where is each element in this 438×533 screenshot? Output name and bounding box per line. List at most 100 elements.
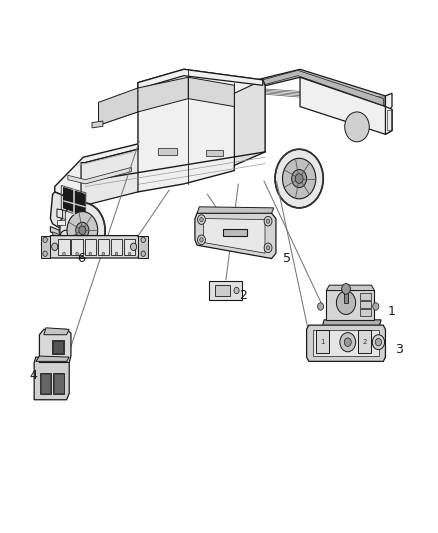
Circle shape: [79, 226, 86, 235]
Polygon shape: [307, 325, 385, 361]
Bar: [98, 239, 109, 255]
Circle shape: [318, 303, 324, 310]
Bar: [53, 373, 64, 394]
Circle shape: [76, 252, 78, 255]
Circle shape: [375, 338, 381, 346]
Polygon shape: [322, 320, 381, 328]
Bar: [52, 340, 64, 354]
Circle shape: [200, 217, 203, 222]
Polygon shape: [281, 160, 316, 195]
Circle shape: [234, 287, 239, 294]
Polygon shape: [326, 285, 374, 290]
Circle shape: [373, 303, 379, 310]
Polygon shape: [64, 188, 85, 216]
Polygon shape: [39, 329, 71, 362]
Circle shape: [264, 243, 272, 253]
Polygon shape: [215, 285, 230, 296]
Polygon shape: [64, 205, 101, 251]
Polygon shape: [55, 144, 138, 205]
Polygon shape: [92, 121, 103, 128]
Circle shape: [336, 291, 356, 314]
Polygon shape: [138, 69, 263, 89]
Polygon shape: [53, 232, 87, 248]
Bar: [316, 330, 329, 353]
Circle shape: [200, 238, 203, 242]
Polygon shape: [34, 357, 69, 400]
Polygon shape: [234, 80, 265, 165]
Text: 6: 6: [77, 252, 85, 265]
Circle shape: [342, 284, 350, 294]
Polygon shape: [188, 77, 234, 107]
Polygon shape: [50, 227, 88, 248]
Polygon shape: [48, 236, 141, 258]
Text: 1: 1: [388, 305, 396, 318]
Polygon shape: [85, 69, 265, 192]
Bar: [54, 374, 64, 393]
Bar: [57, 220, 65, 225]
Bar: [360, 309, 371, 316]
Polygon shape: [41, 236, 50, 258]
Bar: [360, 301, 371, 308]
Polygon shape: [99, 88, 138, 125]
Text: 1: 1: [321, 338, 325, 345]
Polygon shape: [300, 77, 392, 134]
Polygon shape: [44, 328, 69, 335]
Circle shape: [295, 174, 303, 183]
Circle shape: [345, 112, 369, 142]
Polygon shape: [50, 192, 85, 237]
Bar: [360, 293, 371, 300]
Polygon shape: [57, 209, 63, 219]
Polygon shape: [234, 69, 385, 107]
Circle shape: [128, 252, 131, 255]
Bar: [206, 150, 223, 156]
Bar: [85, 239, 96, 255]
Bar: [223, 229, 247, 236]
Text: 2: 2: [239, 289, 247, 302]
Polygon shape: [239, 70, 383, 106]
Polygon shape: [195, 213, 276, 259]
Circle shape: [52, 243, 58, 251]
Circle shape: [283, 158, 316, 199]
Polygon shape: [68, 167, 131, 184]
Bar: [124, 239, 135, 255]
Bar: [344, 289, 348, 303]
Polygon shape: [313, 330, 379, 356]
Text: 3: 3: [395, 343, 403, 356]
Circle shape: [275, 149, 323, 208]
Text: 4: 4: [29, 369, 37, 382]
Text: 5: 5: [283, 252, 291, 265]
Polygon shape: [197, 207, 274, 213]
Circle shape: [60, 203, 105, 258]
Bar: [387, 110, 391, 130]
Bar: [158, 148, 177, 155]
Polygon shape: [138, 77, 188, 112]
Bar: [41, 374, 50, 393]
Polygon shape: [385, 93, 392, 112]
Circle shape: [141, 237, 145, 243]
Circle shape: [264, 216, 272, 226]
Circle shape: [266, 219, 270, 223]
Circle shape: [102, 252, 105, 255]
Circle shape: [76, 222, 89, 238]
Circle shape: [89, 252, 92, 255]
Circle shape: [60, 230, 71, 244]
Circle shape: [67, 212, 98, 249]
Bar: [58, 239, 70, 255]
Polygon shape: [81, 149, 138, 205]
Circle shape: [63, 252, 65, 255]
Circle shape: [340, 333, 356, 352]
Circle shape: [292, 169, 307, 188]
Polygon shape: [385, 107, 392, 134]
Polygon shape: [63, 210, 66, 220]
Polygon shape: [326, 290, 374, 320]
Circle shape: [372, 335, 385, 350]
Bar: [53, 341, 63, 353]
Circle shape: [198, 215, 205, 224]
Polygon shape: [209, 281, 242, 300]
Circle shape: [115, 252, 118, 255]
Bar: [71, 239, 83, 255]
Circle shape: [43, 237, 47, 243]
Polygon shape: [138, 236, 148, 258]
Circle shape: [266, 246, 270, 250]
Bar: [40, 373, 51, 394]
